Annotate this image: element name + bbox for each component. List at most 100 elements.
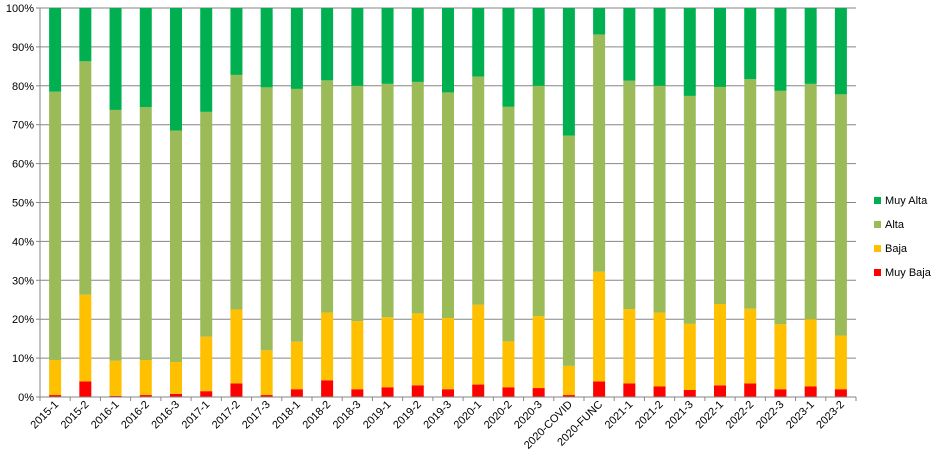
- bar-segment: [442, 92, 454, 319]
- y-tick-label: 20%: [12, 314, 34, 326]
- bar-segment: [502, 341, 515, 388]
- y-axis-ticks: 0% 10% 20% 30% 40% 50% 60% 70% 80% 90% 100%: [6, 3, 40, 404]
- legend-swatch: [874, 269, 881, 276]
- x-tick-label: 2016-3: [149, 399, 182, 432]
- x-tick-label: 2023-2: [814, 399, 847, 432]
- bar-segment: [532, 388, 545, 397]
- x-tick-label: 2020-1: [452, 399, 485, 432]
- bar-segment: [502, 387, 515, 397]
- bar-segment: [744, 383, 757, 397]
- bar-segment: [109, 360, 122, 396]
- bar-segment: [260, 87, 273, 351]
- x-tick-label: 2019-1: [361, 399, 394, 432]
- bar-segment: [381, 317, 394, 388]
- bar-segment: [834, 335, 847, 390]
- bar-segment: [230, 383, 243, 397]
- y-tick-label: 50%: [12, 198, 34, 210]
- x-tick-label: 2020-2: [482, 399, 515, 432]
- bar-segment: [290, 389, 303, 397]
- bar-segment: [79, 381, 92, 397]
- bar-segment: [290, 341, 303, 390]
- y-tick-label: 90%: [12, 42, 34, 54]
- bar-segment: [230, 74, 243, 310]
- bar-segment: [260, 395, 273, 397]
- bar-segment: [109, 8, 122, 110]
- bar-segment: [139, 107, 152, 361]
- x-axis-ticks: 2015-12015-22016-12016-22016-32017-12017…: [29, 399, 847, 452]
- x-tick-label: 2023-1: [784, 399, 817, 432]
- bar-segment: [351, 85, 364, 322]
- bar-segment: [623, 383, 636, 397]
- bar-segment: [593, 8, 606, 35]
- bar-segment: [200, 336, 213, 392]
- bar-segment: [744, 79, 757, 309]
- y-tick-label: 40%: [12, 236, 34, 248]
- x-tick-label: 2021-3: [663, 399, 696, 432]
- bar-segment: [532, 85, 545, 317]
- bar-segment: [714, 8, 726, 87]
- bar-segment: [683, 95, 696, 324]
- bar-segment: [562, 8, 575, 136]
- bar-segment: [321, 80, 334, 313]
- bar-segment: [683, 389, 696, 397]
- legend-label: Muy Alta: [885, 195, 928, 207]
- bar-segment: [200, 8, 213, 112]
- x-tick-label: 2018-3: [331, 399, 364, 432]
- x-tick-label: 2018-2: [301, 399, 334, 432]
- bar-segment: [381, 83, 394, 318]
- bar-segment: [290, 8, 303, 89]
- bar-segment: [562, 365, 575, 396]
- bar-segment: [109, 109, 122, 361]
- bar-segment: [411, 81, 424, 314]
- bar-segment: [79, 8, 92, 62]
- y-tick-label: 60%: [12, 159, 34, 171]
- x-tick-label: 2018-1: [270, 399, 303, 432]
- bar-segment: [623, 80, 636, 310]
- y-tick-label: 80%: [12, 81, 34, 93]
- bar-segment: [472, 384, 485, 397]
- bar-segment: [502, 8, 515, 107]
- bar-segment: [532, 316, 545, 389]
- bar-segment: [502, 106, 515, 342]
- bar-segment: [170, 393, 182, 397]
- bar-segment: [442, 389, 454, 397]
- bar-segment: [804, 83, 817, 320]
- bar-segment: [290, 88, 303, 342]
- bar-segment: [411, 8, 424, 82]
- bar-segment: [381, 387, 394, 397]
- bar-segment: [170, 361, 182, 394]
- bar-segment: [49, 360, 62, 396]
- bar-segment: [744, 8, 757, 80]
- bar-segment: [804, 8, 817, 84]
- bar-segment: [744, 308, 757, 384]
- bar-segment: [139, 360, 152, 396]
- bar-segment: [49, 395, 62, 397]
- bar-segment: [351, 8, 364, 86]
- x-tick-label: 2019-3: [421, 399, 454, 432]
- bar-segment: [139, 395, 152, 397]
- bar-segment: [411, 385, 424, 397]
- bar-segment: [653, 386, 666, 397]
- legend-swatch: [874, 221, 881, 228]
- x-tick-label: 2016-1: [89, 399, 122, 432]
- legend-label: Muy Baja: [885, 267, 932, 279]
- bar-segment: [653, 8, 666, 86]
- bar-segment: [79, 294, 92, 382]
- bar-segment: [804, 386, 817, 397]
- bars: [49, 8, 847, 397]
- bar-segment: [472, 8, 485, 77]
- bar-segment: [774, 324, 787, 390]
- x-tick-label: 2016-2: [119, 399, 152, 432]
- bar-segment: [653, 85, 666, 313]
- bar-segment: [472, 76, 485, 305]
- bar-segment: [170, 130, 182, 362]
- bar-segment: [321, 8, 334, 81]
- legend: Muy Alta Alta Baja Muy Baja: [874, 195, 932, 279]
- bar-segment: [683, 323, 696, 390]
- x-tick-label: 2017-2: [210, 399, 243, 432]
- bar-segment: [774, 90, 787, 325]
- bar-segment: [774, 8, 787, 91]
- bar-segment: [200, 111, 213, 337]
- axes: [39, 8, 857, 401]
